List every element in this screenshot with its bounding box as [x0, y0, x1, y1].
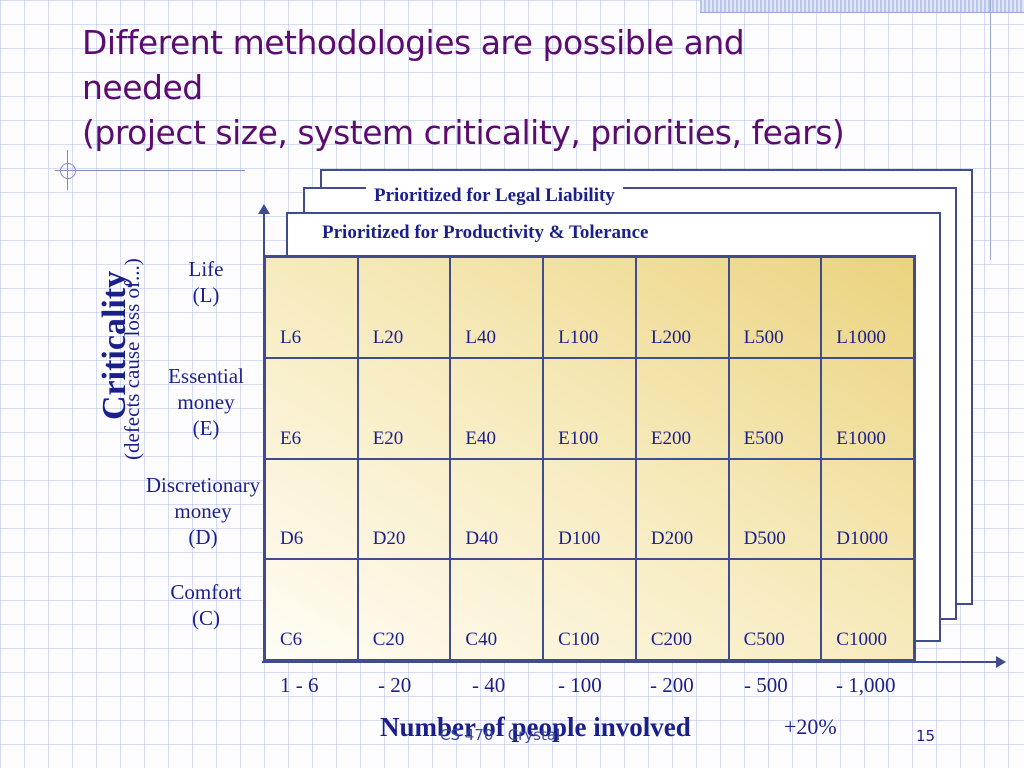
grid-cell: D40: [450, 458, 544, 560]
row-label-discretionary: Discretionary money (D): [145, 473, 261, 549]
grid-cell: E100: [543, 357, 636, 459]
template-top-strip: [700, 0, 1024, 12]
template-rule: [700, 12, 1024, 13]
cell-label: E1000: [836, 427, 886, 449]
slide-title-line: Different methodologies are possible and: [82, 23, 745, 62]
cell-label: D100: [558, 528, 601, 550]
template-circle-ornament: [60, 163, 76, 179]
cell-label: L40: [465, 326, 497, 348]
cell-label: E6: [280, 427, 302, 449]
grid-cell: L40: [450, 257, 544, 358]
template-rule: [55, 170, 245, 171]
cell-label: C6: [280, 629, 303, 650]
cell-label: C20: [372, 629, 405, 650]
cell-label: C500: [743, 629, 785, 650]
cell-label: C40: [465, 629, 498, 650]
layer-label-legal-liability: Prioritized for Legal Liability: [366, 185, 623, 207]
column-label: - 40: [472, 673, 506, 697]
cell-label: E500: [743, 427, 784, 449]
cell-label: D20: [372, 528, 406, 550]
cell-label: E100: [558, 427, 599, 449]
cell-label: D40: [465, 528, 499, 550]
grid-cell: E6: [265, 357, 358, 459]
criticality-axis-subtitle: (defects cause loss of...): [120, 258, 144, 460]
slide-title-line: needed: [82, 68, 203, 107]
grid-cell: C20: [357, 559, 451, 660]
criticality-grid: L6 L20 L40 L100 L200 L500 L1000 E6 E20 E…: [263, 255, 916, 662]
grid-cell: E500: [728, 357, 822, 459]
x-axis-tolerance: +20%: [784, 714, 837, 739]
cell-label: L500: [743, 326, 784, 348]
grid-cell: C100: [543, 559, 636, 660]
cell-label: C1000: [836, 629, 887, 650]
grid-cell: C500: [728, 559, 822, 660]
grid-cell: C1000: [821, 559, 914, 660]
row-label-comfort: Comfort (C): [170, 580, 242, 630]
cell-label: C100: [558, 629, 600, 650]
cell-label: E20: [372, 427, 404, 449]
cell-label: L100: [558, 326, 599, 348]
grid-cell: E200: [635, 357, 729, 459]
x-axis-line: [262, 661, 1002, 663]
layer-label-productivity: Prioritized for Productivity & Tolerance: [314, 222, 657, 244]
grid-cell: D100: [543, 458, 636, 560]
slide-title: Different methodologies are possible and…: [82, 20, 962, 155]
cell-label: D500: [743, 528, 786, 550]
slide-title-line: (project size, system criticality, prior…: [82, 113, 845, 152]
grid-cell: C200: [635, 559, 729, 660]
row-label-life: Life (L): [188, 257, 224, 307]
grid-cell: L200: [635, 257, 729, 358]
cell-label: D6: [280, 528, 304, 550]
grid-cell: L100: [543, 257, 636, 358]
grid-cell: C6: [265, 559, 358, 660]
cell-label: D1000: [836, 528, 889, 550]
cell-label: D200: [650, 528, 694, 550]
row-label-essential: Essential money (E): [168, 364, 244, 440]
grid-cell: L1000: [821, 257, 914, 358]
grid-cell: D1000: [821, 458, 914, 560]
column-label: - 200: [650, 673, 694, 697]
grid-cell: E20: [357, 357, 451, 459]
column-label: - 20: [378, 673, 412, 697]
cell-label: E200: [650, 427, 691, 449]
grid-cell: D200: [635, 458, 729, 560]
grid-cell: L6: [265, 257, 358, 358]
cell-label: L1000: [836, 326, 886, 348]
grid-cell: D6: [265, 458, 358, 560]
slide-number: 15: [916, 727, 936, 745]
column-label: 1 - 6: [280, 673, 319, 697]
grid-cell: E40: [450, 357, 544, 459]
template-rule: [990, 0, 991, 260]
y-axis-arrow: [258, 204, 270, 214]
column-label: - 100: [558, 673, 602, 697]
footer-course-label: CS 470 Crystal: [440, 726, 561, 744]
cell-label: C200: [650, 629, 693, 650]
x-axis-title: Number of people involved: [380, 712, 691, 742]
cell-label: E40: [465, 427, 497, 449]
grid-cell: C40: [450, 559, 544, 660]
cell-label: L200: [650, 326, 691, 348]
grid-cell: E1000: [821, 357, 914, 459]
x-axis-arrow: [996, 656, 1006, 668]
column-label: - 500: [744, 673, 788, 697]
grid-cell: D500: [728, 458, 822, 560]
cell-label: L20: [372, 326, 404, 348]
grid-cell: D20: [357, 458, 451, 560]
grid-cell: L20: [357, 257, 451, 358]
grid-cell: L500: [728, 257, 822, 358]
column-label: - 1,000: [836, 673, 896, 697]
cell-label: L6: [280, 326, 302, 348]
